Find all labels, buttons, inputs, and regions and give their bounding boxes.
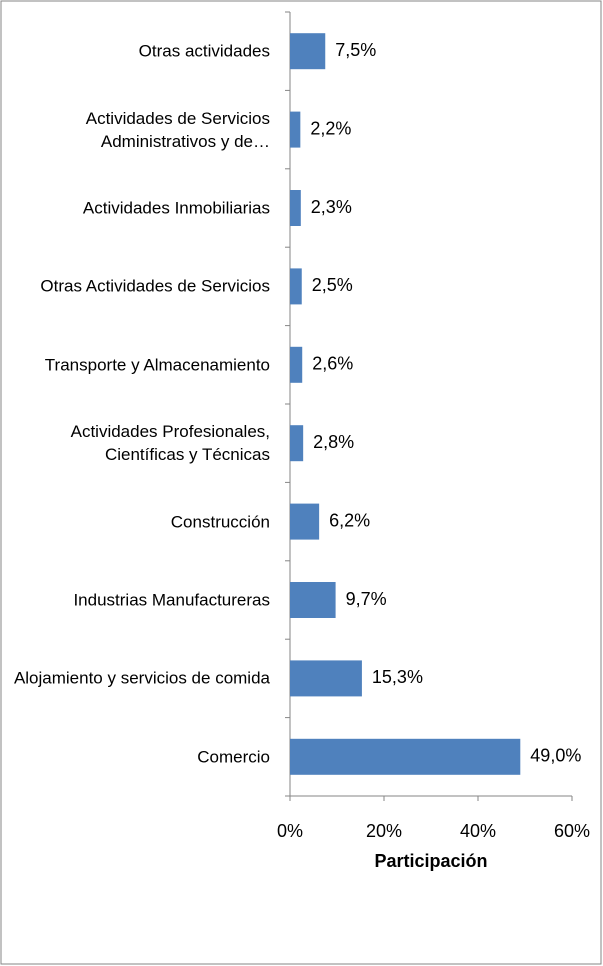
x-tick-label: 60% bbox=[554, 821, 590, 841]
data-label: 9,7% bbox=[346, 589, 387, 609]
y-tick-label: Otras actividades bbox=[138, 41, 270, 61]
bar bbox=[290, 346, 303, 383]
y-tick-label: Transporte y Almacenamiento bbox=[44, 355, 270, 375]
y-tick-label: Actividades Profesionales, Científicas y… bbox=[70, 422, 270, 465]
data-label: 2,5% bbox=[312, 275, 353, 295]
bar bbox=[290, 190, 301, 226]
bar bbox=[290, 111, 301, 148]
bar bbox=[290, 425, 304, 462]
y-tick-label: Otras Actividades de Servicios bbox=[40, 276, 270, 296]
y-tick-label: Industrias Manufactureras bbox=[73, 590, 270, 610]
data-label: 49,0% bbox=[530, 746, 581, 766]
data-label: 7,5% bbox=[335, 40, 376, 60]
y-tick-label: Actividades de Servicios Administrativos… bbox=[85, 108, 270, 151]
bar bbox=[290, 582, 336, 618]
y-tick-label: Construcción bbox=[170, 512, 270, 532]
y-tick-label: Comercio bbox=[197, 747, 270, 767]
data-label: 2,8% bbox=[313, 432, 354, 452]
x-tick-label: 20% bbox=[366, 821, 402, 841]
y-tick-label: Alojamiento y servicios de comida bbox=[13, 668, 270, 688]
data-label: 15,3% bbox=[372, 667, 423, 687]
bar bbox=[290, 738, 521, 775]
x-tick-label: 40% bbox=[460, 821, 496, 841]
bar bbox=[290, 503, 320, 540]
data-label: 2,2% bbox=[310, 118, 351, 138]
bar bbox=[290, 268, 302, 305]
data-label: 6,2% bbox=[329, 510, 370, 530]
y-tick-label: Actividades Inmobiliarias bbox=[82, 198, 270, 218]
x-tick-label: 0% bbox=[277, 821, 303, 841]
x-axis-title: Participación bbox=[374, 851, 487, 871]
data-label: 2,6% bbox=[312, 354, 353, 374]
bar bbox=[290, 660, 362, 697]
bar bbox=[290, 33, 326, 70]
data-label: 2,3% bbox=[311, 197, 352, 217]
